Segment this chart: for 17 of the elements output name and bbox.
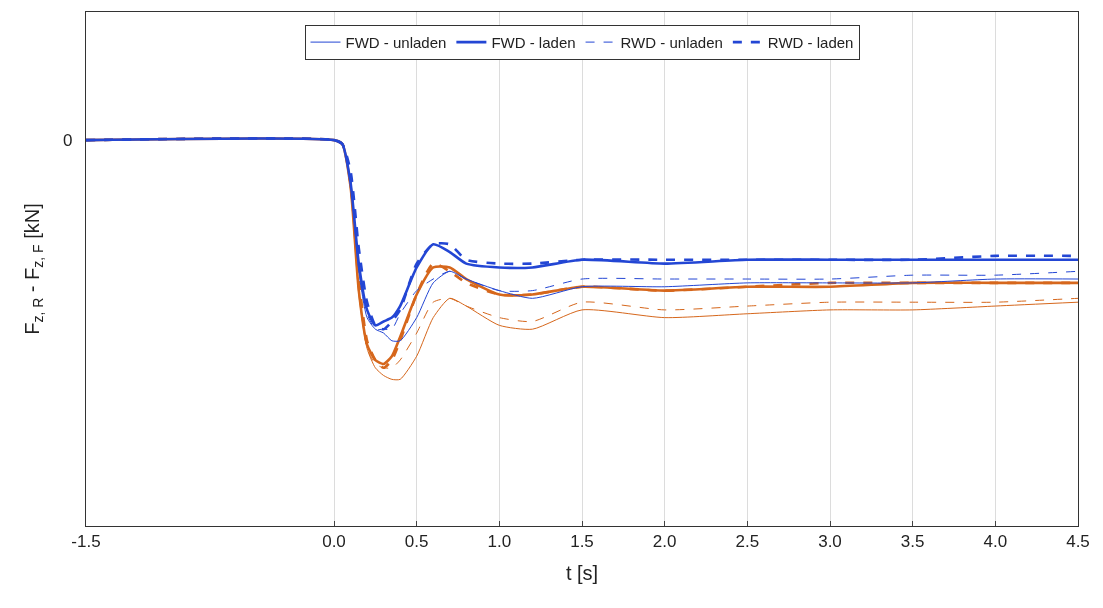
x-tick-label: 1.0 (487, 532, 512, 552)
x-tick-label: 2.5 (735, 532, 760, 552)
x-axis-title: t [s] (565, 561, 599, 584)
x-tick-label: 2.0 (652, 532, 677, 552)
x-tick-label: 4.5 (1066, 532, 1090, 552)
x-tick-label: 0.5 (404, 532, 429, 552)
x-tick-label: 1.5 (570, 532, 594, 552)
legend-label: RWD - laden (767, 33, 854, 51)
text: 0 (63, 131, 73, 150)
legend-label: FWD - unladen (345, 33, 447, 51)
x-tick-label: 4.0 (983, 532, 1008, 552)
legend-label: RWD - unladen (620, 33, 723, 51)
x-tick-label: 0.0 (322, 532, 346, 552)
legend-label: FWD - laden (491, 33, 576, 51)
x-tick-label: -1.5 (71, 532, 101, 552)
x-tick-label: 3.5 (900, 532, 925, 552)
x-tick-label: 3.0 (818, 532, 842, 552)
